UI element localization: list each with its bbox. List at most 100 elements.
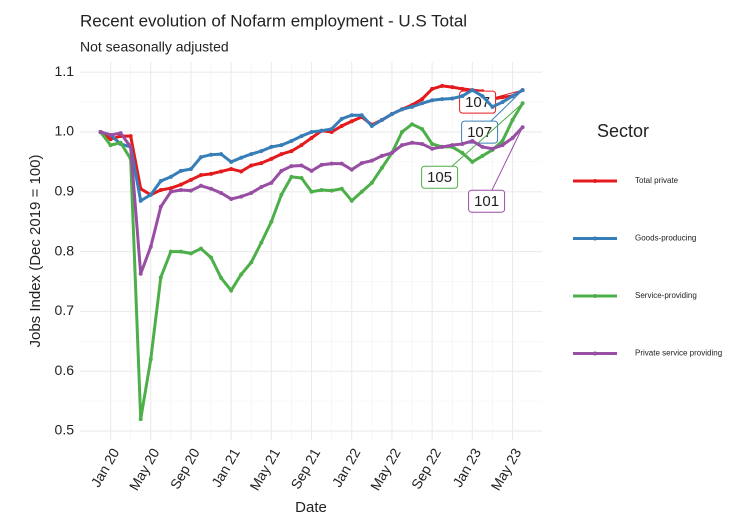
data-point xyxy=(430,146,435,151)
label-box xyxy=(421,165,459,189)
data-point xyxy=(279,168,284,173)
data-point xyxy=(470,138,475,143)
data-point xyxy=(229,288,234,293)
legend-label: Total private xyxy=(635,176,679,185)
data-point xyxy=(369,158,374,163)
end-label: 101 xyxy=(474,193,499,210)
data-point xyxy=(299,134,304,139)
data-point xyxy=(118,131,123,136)
data-point xyxy=(359,189,364,194)
chart-subtitle: Not seasonally adjusted xyxy=(80,39,229,55)
data-point xyxy=(369,180,374,185)
data-point xyxy=(178,168,183,173)
label-box xyxy=(461,120,499,144)
data-point xyxy=(460,141,465,146)
data-point xyxy=(188,167,193,172)
data-point xyxy=(269,219,274,224)
legend-label: Service-providing xyxy=(635,291,697,300)
data-point xyxy=(349,113,354,118)
legend-point xyxy=(593,179,597,183)
data-point xyxy=(289,164,294,169)
data-point xyxy=(289,174,294,179)
data-point xyxy=(510,118,515,123)
data-point xyxy=(490,104,495,109)
data-point xyxy=(279,192,284,197)
data-point xyxy=(209,186,214,191)
data-point xyxy=(450,96,455,101)
data-point xyxy=(299,163,304,168)
data-point xyxy=(329,126,334,131)
y-tick-label: 1.0 xyxy=(55,123,75,139)
data-point xyxy=(168,186,173,191)
data-point xyxy=(319,162,324,167)
data-point xyxy=(239,272,244,277)
data-point xyxy=(510,135,515,140)
data-point xyxy=(329,129,334,134)
y-axis-title: Jobs Index (Dec 2019 = 100) xyxy=(27,154,44,347)
data-point xyxy=(339,116,344,121)
data-point xyxy=(199,183,203,188)
data-point xyxy=(188,251,193,256)
x-tick-label: May 21 xyxy=(246,445,283,493)
data-point xyxy=(440,144,445,149)
data-point xyxy=(168,189,173,194)
data-point xyxy=(510,94,515,99)
data-point xyxy=(420,97,425,102)
data-point xyxy=(239,155,244,160)
data-point xyxy=(500,138,505,143)
data-point xyxy=(269,180,274,185)
data-point xyxy=(279,143,284,148)
legend-point xyxy=(593,236,597,241)
end-label: 105 xyxy=(427,169,452,186)
data-point xyxy=(349,167,354,172)
data-point xyxy=(470,159,475,164)
data-point xyxy=(309,129,314,134)
data-point xyxy=(249,163,254,168)
data-point xyxy=(239,169,244,174)
data-point xyxy=(309,135,314,140)
data-point xyxy=(108,132,113,137)
data-point xyxy=(440,83,445,88)
y-tick-label: 0.6 xyxy=(55,362,75,378)
data-point xyxy=(148,357,153,362)
data-point xyxy=(349,198,354,203)
data-point xyxy=(178,249,183,254)
data-point xyxy=(450,85,455,90)
data-point xyxy=(178,182,183,187)
x-tick-label: Jan 22 xyxy=(329,445,364,490)
legend-label: Private service providing xyxy=(635,349,722,358)
data-point xyxy=(229,196,234,201)
legend-point xyxy=(593,351,597,356)
data-point xyxy=(480,94,485,99)
data-point xyxy=(138,198,143,203)
x-tick-label: May 20 xyxy=(126,445,163,493)
data-point xyxy=(279,152,284,157)
data-point xyxy=(480,144,485,149)
data-point xyxy=(410,104,415,109)
y-tick-label: 1.1 xyxy=(55,63,75,79)
data-point xyxy=(209,171,214,176)
data-point xyxy=(349,119,354,124)
data-point xyxy=(389,150,394,155)
data-point xyxy=(430,86,435,91)
data-point xyxy=(329,188,334,193)
data-point xyxy=(480,153,485,158)
data-point xyxy=(108,137,113,142)
end-label: 107 xyxy=(465,94,490,111)
data-point xyxy=(128,144,133,149)
data-point xyxy=(168,174,173,179)
data-point xyxy=(329,161,334,166)
data-point xyxy=(470,88,475,93)
data-point xyxy=(239,194,244,199)
data-point xyxy=(450,143,455,148)
legend-point xyxy=(593,294,597,298)
data-point xyxy=(259,149,264,154)
data-point xyxy=(379,153,384,158)
data-point xyxy=(229,159,234,164)
label-connector xyxy=(439,102,523,178)
data-point xyxy=(379,118,384,123)
data-point xyxy=(389,112,394,117)
legend-label: Goods-producing xyxy=(635,234,696,243)
data-point xyxy=(138,417,143,422)
